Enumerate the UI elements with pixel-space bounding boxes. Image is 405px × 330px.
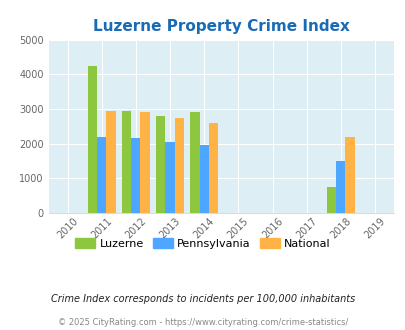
Bar: [199, 145, 208, 213]
Bar: [174, 117, 183, 213]
Text: Crime Index corresponds to incidents per 100,000 inhabitants: Crime Index corresponds to incidents per…: [51, 294, 354, 304]
Legend: Luzerne, Pennsylvania, National: Luzerne, Pennsylvania, National: [70, 234, 335, 253]
Bar: [156, 116, 165, 213]
Bar: [131, 138, 140, 213]
Bar: [122, 111, 131, 213]
Bar: [326, 187, 335, 213]
Bar: [335, 161, 345, 213]
Text: © 2025 CityRating.com - https://www.cityrating.com/crime-statistics/: © 2025 CityRating.com - https://www.city…: [58, 318, 347, 327]
Bar: [97, 137, 106, 213]
Bar: [140, 112, 149, 213]
Bar: [208, 123, 217, 213]
Title: Luzerne Property Crime Index: Luzerne Property Crime Index: [93, 19, 349, 34]
Bar: [87, 66, 97, 213]
Bar: [106, 111, 115, 213]
Bar: [345, 137, 354, 213]
Bar: [190, 112, 199, 213]
Bar: [165, 142, 174, 213]
